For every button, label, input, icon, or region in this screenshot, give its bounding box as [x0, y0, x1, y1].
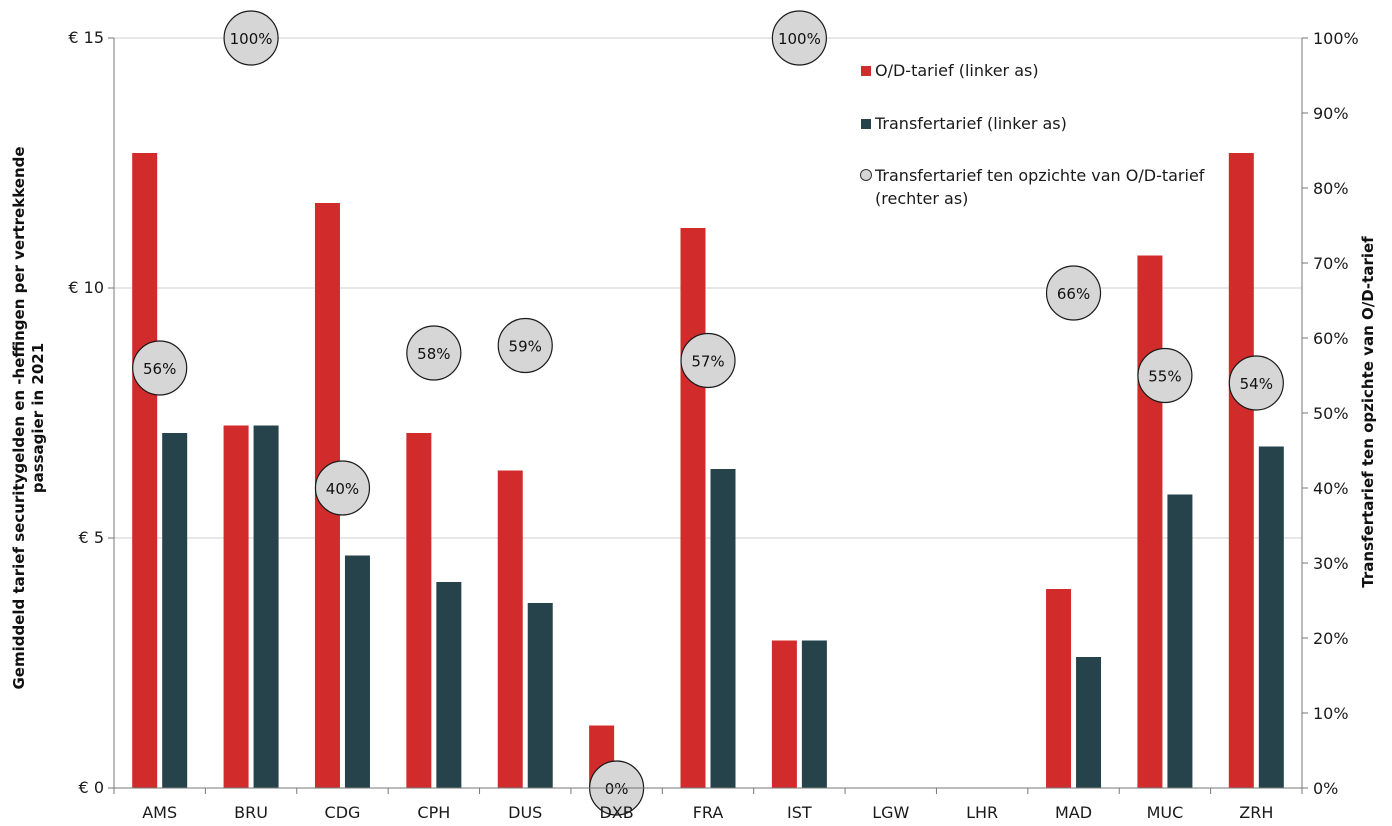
x-tick-label: DUS — [508, 803, 542, 822]
left-axis-title-line-1: Gemiddeld tarief securitygelden en -heff… — [10, 146, 28, 689]
right-tick-label: 70% — [1313, 254, 1349, 273]
ratio-label-fra: 57% — [691, 353, 724, 371]
ratio-label-dus: 59% — [509, 338, 542, 356]
right-tick-label: 100% — [1313, 29, 1359, 48]
ratio-marker-bru — [223, 10, 279, 66]
right-tick-label: 0% — [1313, 779, 1338, 798]
ratio-marker-dus — [497, 317, 553, 374]
ratio-marker-muc — [1137, 347, 1193, 404]
x-tick-label: LGW — [872, 803, 909, 822]
x-tick-label: MAD — [1055, 803, 1092, 822]
x-tick-label: CDG — [325, 803, 361, 822]
bar-transfertarief-ams — [162, 433, 188, 788]
bar-od-tarief-mad — [1046, 589, 1072, 788]
bar-transfertarief-dus — [527, 603, 553, 788]
bar-od-tarief-zrh — [1228, 153, 1254, 788]
legend: O/D-tarief (linker as) Transfertarief (l… — [860, 61, 1205, 208]
bar-transfertarief-cdg — [344, 555, 370, 788]
x-axis-ticks: AMS BRU CDG CPH DUS DXB FRA IST LGW LHR MAD MUC ZRH — [113, 788, 1303, 822]
ratio-marker-cph — [406, 325, 462, 381]
bar-od-tarief-cph — [406, 433, 432, 788]
legend-label-ratio-line-2: (rechter as) — [875, 189, 968, 208]
bar-transfertarief-fra — [710, 469, 736, 788]
left-tick-label: € 5 — [79, 528, 104, 547]
legend-label-ratio: Transfertarief ten opzichte van O/D-tari… — [874, 166, 1205, 185]
right-tick-label: 30% — [1313, 554, 1349, 573]
ratio-label-dxb: 0% — [605, 780, 629, 798]
ratio-markers: 56% 100% 40% 58% 59% 0% 57% 100% 66% 55% 54% — [132, 10, 1284, 816]
ratio-marker-cdg — [314, 460, 371, 516]
axes — [113, 38, 1303, 789]
x-tick-label: ZRH — [1239, 803, 1273, 822]
bar-transfertarief-bru — [253, 425, 279, 788]
x-tick-label: IST — [787, 803, 812, 822]
right-axis-ticks: 0% 10% 20% 30% 40% 50% 60% 70% 80% 90% 100% — [1302, 29, 1359, 798]
bar-od-tarief-ist — [771, 640, 797, 788]
bars — [132, 153, 1284, 788]
ratio-label-ist: 100% — [778, 30, 821, 48]
x-tick-label: MUC — [1147, 803, 1184, 822]
bar-od-tarief-dus — [497, 470, 523, 788]
bar-transfertarief-ist — [801, 640, 827, 788]
ratio-label-ams: 56% — [143, 360, 176, 378]
legend-swatch-transfertarief — [861, 119, 871, 129]
bar-od-tarief-bru — [223, 425, 249, 788]
legend-marker-ratio — [860, 169, 872, 181]
x-tick-label: FRA — [693, 803, 724, 822]
bar-transfertarief-cph — [436, 582, 462, 788]
bar-transfertarief-zrh — [1258, 446, 1284, 788]
ratio-marker-mad — [1045, 265, 1102, 321]
x-tick-label: DXB — [599, 803, 633, 822]
ratio-label-mad: 66% — [1057, 285, 1090, 303]
gridlines — [114, 37, 1302, 539]
x-tick-label: AMS — [142, 803, 177, 822]
ratio-marker-fra — [680, 332, 736, 389]
ratio-label-cdg: 40% — [326, 480, 359, 498]
ratio-marker-zrh — [1228, 355, 1284, 411]
ratio-marker-ist — [771, 10, 827, 66]
x-tick-label: LHR — [966, 803, 998, 822]
right-tick-label: 40% — [1313, 479, 1349, 498]
right-tick-label: 80% — [1313, 179, 1349, 198]
right-tick-label: 10% — [1313, 704, 1349, 723]
left-axis-ticks: € 0 € 5 € 10 € 15 — [68, 28, 114, 797]
right-tick-label: 50% — [1313, 404, 1349, 423]
bar-transfertarief-muc — [1167, 494, 1193, 788]
bar-od-tarief-fra — [680, 228, 706, 788]
right-tick-label: 20% — [1313, 629, 1349, 648]
ratio-label-muc: 55% — [1148, 368, 1181, 386]
legend-swatch-od-tarief — [861, 66, 871, 76]
left-tick-label: € 10 — [68, 278, 104, 297]
left-axis-title-line-2: passagier in 2021 — [29, 343, 47, 493]
ratio-label-cph: 58% — [417, 345, 450, 363]
legend-label-transfertarief: Transfertarief (linker as) — [874, 114, 1067, 133]
bar-od-tarief-ams — [132, 153, 158, 788]
x-tick-label: CPH — [417, 803, 450, 822]
x-tick-label: BRU — [234, 803, 268, 822]
ratio-label-zrh: 54% — [1240, 375, 1273, 393]
bar-transfertarief-mad — [1076, 657, 1102, 788]
right-tick-label: 60% — [1313, 329, 1349, 348]
right-axis-title: Transfertarief ten opzichte van O/D-tari… — [1359, 236, 1377, 588]
left-tick-label: € 0 — [79, 778, 104, 797]
ratio-label-bru: 100% — [230, 30, 273, 48]
ratio-marker-ams — [132, 340, 188, 396]
legend-label-od-tarief: O/D-tarief (linker as) — [875, 61, 1039, 80]
bar-od-tarief-muc — [1137, 255, 1163, 788]
right-tick-label: 90% — [1313, 104, 1349, 123]
left-tick-label: € 15 — [68, 28, 104, 47]
